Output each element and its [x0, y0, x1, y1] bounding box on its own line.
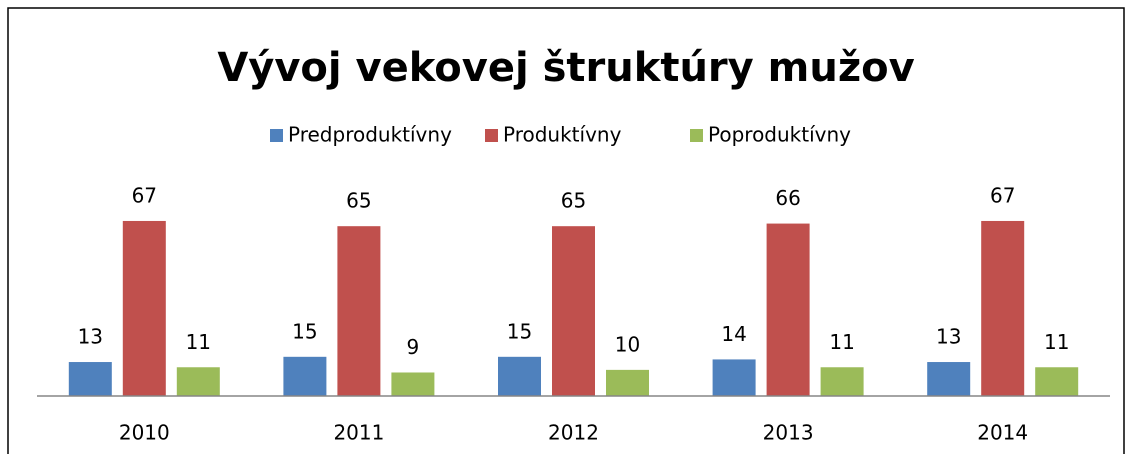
bar — [337, 226, 381, 396]
bar — [283, 356, 327, 396]
bar — [391, 372, 435, 396]
bar — [927, 362, 971, 396]
data-label: 10 — [615, 332, 640, 356]
bar — [498, 356, 541, 396]
x-tick-label: 2013 — [763, 421, 814, 445]
bar — [766, 223, 810, 396]
bar — [1035, 367, 1079, 396]
data-label: 65 — [346, 189, 371, 213]
bar — [122, 220, 166, 396]
x-tick-label: 2010 — [119, 421, 170, 445]
bar — [712, 359, 756, 396]
legend-label: Produktívny — [503, 123, 622, 147]
data-label: 65 — [561, 189, 586, 213]
data-label: 67 — [990, 183, 1015, 207]
x-tick-label: 2011 — [333, 421, 384, 445]
bar — [552, 226, 595, 396]
data-label: 14 — [721, 322, 746, 346]
data-label: 11 — [186, 330, 211, 354]
legend-swatch — [270, 129, 283, 142]
chart-title: Vývoj vekovej štruktúry mužov — [217, 45, 914, 91]
legend-label: Poproduktívny — [708, 123, 851, 147]
data-label: 67 — [132, 183, 157, 207]
bar — [820, 367, 864, 396]
data-label: 13 — [936, 325, 961, 349]
data-label: 15 — [507, 319, 532, 343]
legend-label: Predproduktívny — [288, 123, 452, 147]
data-label: 66 — [775, 186, 800, 210]
bar — [606, 369, 649, 396]
data-label: 11 — [1044, 330, 1069, 354]
x-tick-label: 2014 — [977, 421, 1028, 445]
data-label: 15 — [292, 319, 317, 343]
bar — [176, 367, 220, 396]
data-label: 13 — [78, 325, 103, 349]
x-tick-label: 2012 — [548, 421, 599, 445]
bar — [68, 362, 112, 396]
bar — [981, 220, 1025, 396]
legend-swatch — [690, 129, 703, 142]
data-label: 11 — [829, 330, 854, 354]
legend-swatch — [485, 129, 498, 142]
data-label: 9 — [407, 335, 420, 359]
